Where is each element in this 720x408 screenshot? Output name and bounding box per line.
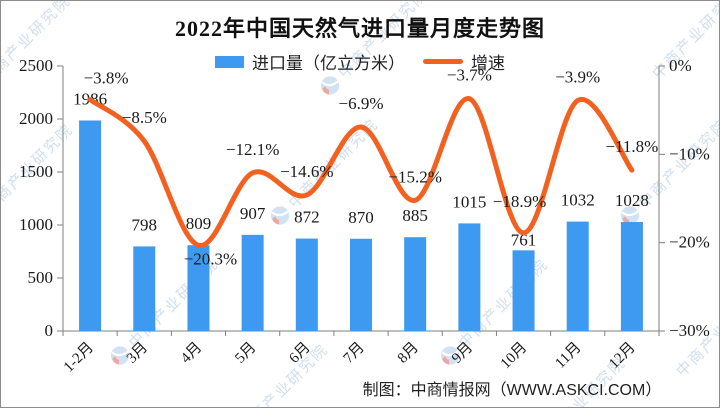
left-axis-tick-label: 2500 (19, 56, 53, 75)
source-credit: 制图：中商情报网（WWW.ASKCI.COM） (362, 382, 662, 399)
x-axis-category-label: 10月 (498, 340, 531, 373)
bar-value-label: 809 (186, 214, 212, 233)
growth-value-label: −11.8% (605, 137, 658, 156)
x-axis-category-label: 1-2月 (61, 340, 97, 376)
bar-value-label: 1032 (561, 191, 595, 210)
growth-value-label: −14.6% (280, 162, 334, 181)
right-axis-tick-label: 0% (669, 56, 692, 75)
x-axis-category-label: 9月 (449, 340, 476, 367)
bar-8月 (404, 237, 427, 331)
bar-value-label: 1015 (452, 192, 486, 211)
bar-10月 (512, 250, 535, 331)
bar-value-label: 1028 (615, 191, 649, 210)
growth-value-label: −8.5% (122, 108, 167, 127)
growth-value-label: −15.2% (388, 167, 442, 186)
bar-value-label: 798 (132, 215, 158, 234)
bar-6月 (295, 238, 318, 331)
chart-title: 2022年中国天然气进口量月度走势图 (174, 16, 545, 41)
growth-value-label: −3.9% (555, 67, 600, 86)
legend: 进口量（亿立方米） 增速 (1, 49, 719, 74)
bar-1-2月 (79, 120, 102, 331)
bar-9月 (458, 223, 481, 331)
bar-value-label: 761 (511, 230, 537, 249)
bar-5月 (241, 234, 264, 331)
left-axis-tick-label: 0 (45, 321, 54, 340)
bar-value-label: 885 (402, 206, 428, 225)
bar-12月 (620, 222, 643, 331)
left-axis-tick-label: 2000 (19, 109, 53, 128)
x-axis-category-label: 12月 (606, 340, 639, 373)
x-axis-category-label: 8月 (395, 340, 422, 367)
left-axis-tick-label: 1500 (19, 162, 53, 181)
bar-value-label: 872 (294, 208, 320, 227)
right-axis-tick-label: −20% (669, 233, 710, 252)
growth-value-label: −20.3% (184, 249, 238, 268)
x-axis-category-label: 6月 (286, 340, 313, 367)
growth-value-label: −3.8% (84, 69, 129, 88)
legend-bar-label: 进口量（亿立方米） (252, 54, 405, 73)
growth-value-label: −6.9% (339, 94, 384, 113)
legend-bar-swatch (215, 55, 244, 68)
bar-11月 (566, 221, 589, 331)
growth-value-label: −18.9% (493, 192, 547, 211)
left-axis-tick-label: 1000 (19, 215, 53, 234)
left-axis-tick-label: 500 (28, 268, 54, 287)
x-axis-category-label: 4月 (178, 340, 205, 367)
growth-value-label: −12.1% (226, 140, 280, 159)
x-axis-category-label: 7月 (341, 340, 368, 367)
growth-rate-line (87, 96, 635, 248)
bar-value-label: 870 (348, 208, 374, 227)
x-axis-category-label: 5月 (232, 340, 259, 367)
right-axis-tick-label: −30% (669, 321, 710, 340)
x-axis-category-label: 3月 (124, 340, 151, 367)
bar-4月 (187, 245, 210, 331)
right-axis-tick-label: −10% (669, 144, 710, 163)
legend-line-label: 增速 (471, 54, 505, 73)
legend-line-swatch (423, 59, 463, 64)
growth-value-label: −3.7% (447, 66, 492, 85)
x-axis-category-label: 11月 (552, 340, 584, 372)
bar-7月 (350, 238, 372, 331)
bar-3月 (133, 246, 156, 331)
bar-value-label: 907 (240, 204, 266, 223)
